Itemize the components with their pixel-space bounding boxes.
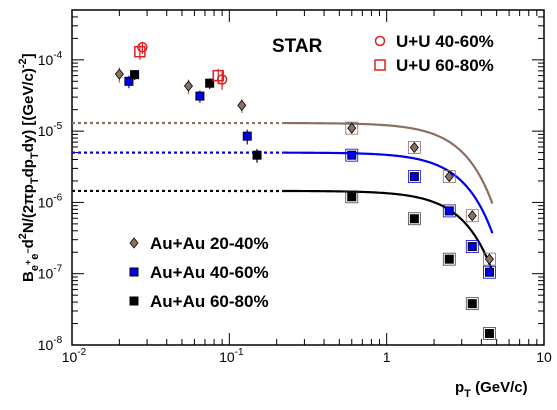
systematic-box: [407, 141, 421, 154]
data-point: [134, 45, 146, 58]
data-point: [444, 254, 454, 264]
legend-label: U+U 60-80%: [396, 56, 494, 75]
data-point: [484, 267, 494, 277]
data-point: [252, 150, 262, 160]
fit-curves: [71, 121, 494, 272]
axis-ticks: [71, 9, 544, 346]
y-axis-label-part: dp: [20, 159, 37, 177]
data-point: [409, 141, 419, 154]
x-tick-label: 10: [536, 349, 552, 365]
data-point: [409, 172, 419, 182]
x-axis-label-unit: (GeV/c): [471, 379, 528, 396]
data-point: [114, 68, 124, 80]
data-point: [124, 76, 134, 86]
systematic-box: [407, 212, 421, 226]
y-axis-label-part: -2: [17, 58, 29, 68]
y-axis-label-part: e: [29, 254, 41, 260]
systematic-box: [345, 148, 359, 162]
systematic-box: [465, 240, 479, 254]
y-axis-label-part: dy) [(GeV/c): [20, 68, 37, 152]
x-axis-label-sub: T: [464, 388, 471, 400]
data-point: [242, 131, 252, 141]
legend-marker: [374, 35, 386, 47]
fit-line: [283, 121, 494, 205]
systematic-box: [465, 297, 479, 311]
y-tick-label: 10-6: [38, 192, 63, 210]
legend-marker: [374, 59, 386, 71]
fit-line: [283, 189, 494, 272]
y-axis-label-part: B: [20, 271, 37, 282]
data-point: [467, 210, 477, 222]
data-point: [444, 206, 454, 216]
data-point: [409, 214, 419, 224]
y-axis-label-part: −: [23, 248, 33, 253]
legend-marker: [129, 296, 139, 306]
plot-frame: [71, 9, 545, 346]
legend-bottom-left: Au+Au 20-40% Au+Au 40-60% Au+Au 60-80%: [129, 234, 269, 311]
y-axis-label-part: e: [29, 265, 41, 271]
y-axis-label: Be+e−d2N/(2πpTdpTdy) [(GeV/c)-2]: [17, 53, 41, 282]
legend-label: Au+Au 60-80%: [150, 292, 269, 311]
x-tick-label: 10-2: [62, 347, 87, 365]
data-point: [183, 80, 193, 92]
data-point: [237, 99, 247, 111]
y-tick-label: 10-7: [38, 264, 63, 282]
data-point: [347, 150, 357, 160]
systematic-box: [442, 204, 456, 218]
data-point: [467, 299, 477, 309]
x-axis-label: pT (GeV/c): [455, 379, 528, 400]
legend-marker: [129, 267, 139, 277]
data-point: [347, 122, 357, 134]
data-point: [347, 192, 357, 202]
legend-label: Au+Au 20-40%: [150, 234, 269, 253]
y-axis-label-part: N/(2πp: [20, 184, 37, 233]
systematic-box: [483, 327, 496, 340]
legend-label: Au+Au 40-60%: [150, 263, 269, 282]
data-point: [205, 78, 215, 88]
systematic-box: [407, 170, 421, 184]
data-points: [114, 41, 496, 340]
data-point: [195, 91, 205, 101]
legend-top-right: U+U 40-60% U+U 60-80%: [374, 32, 494, 75]
y-axis-label-part: 2: [17, 233, 29, 239]
systematic-box: [483, 252, 496, 266]
systematic-box: [442, 252, 456, 266]
y-axis-label-part: ]: [20, 53, 37, 58]
chart-title: STAR: [272, 36, 323, 57]
systematic-box: [442, 170, 456, 184]
systematic-box: [345, 190, 359, 204]
systematic-box: [345, 121, 359, 135]
y-tick-label: 10-4: [38, 50, 63, 68]
data-point: [484, 253, 494, 265]
y-axis-label-part: T: [29, 152, 41, 159]
systematic-box: [483, 265, 496, 279]
y-tick-label: 10-8: [38, 335, 63, 353]
y-axis-label-part: T: [29, 177, 41, 184]
data-point: [444, 170, 454, 183]
x-tick-label: 10-1: [219, 347, 244, 365]
systematic-box: [465, 209, 479, 223]
data-point: [484, 328, 494, 338]
axis-tick-labels: 10-2 10-1 1 10 10-8 10-7 10-6 10-5 10-4: [38, 50, 552, 365]
x-tick-label: 1: [383, 349, 391, 365]
data-point: [467, 242, 477, 252]
x-axis-label-main: p: [455, 379, 464, 396]
y-axis-label-part: +: [23, 260, 33, 265]
data-point: [130, 70, 140, 80]
y-axis-label-part: d: [20, 239, 37, 248]
y-tick-label: 10-5: [38, 121, 63, 139]
data-point: [212, 69, 224, 82]
legend-label: U+U 40-60%: [396, 32, 494, 51]
legend-marker: [129, 237, 139, 249]
fit-line: [283, 151, 494, 234]
